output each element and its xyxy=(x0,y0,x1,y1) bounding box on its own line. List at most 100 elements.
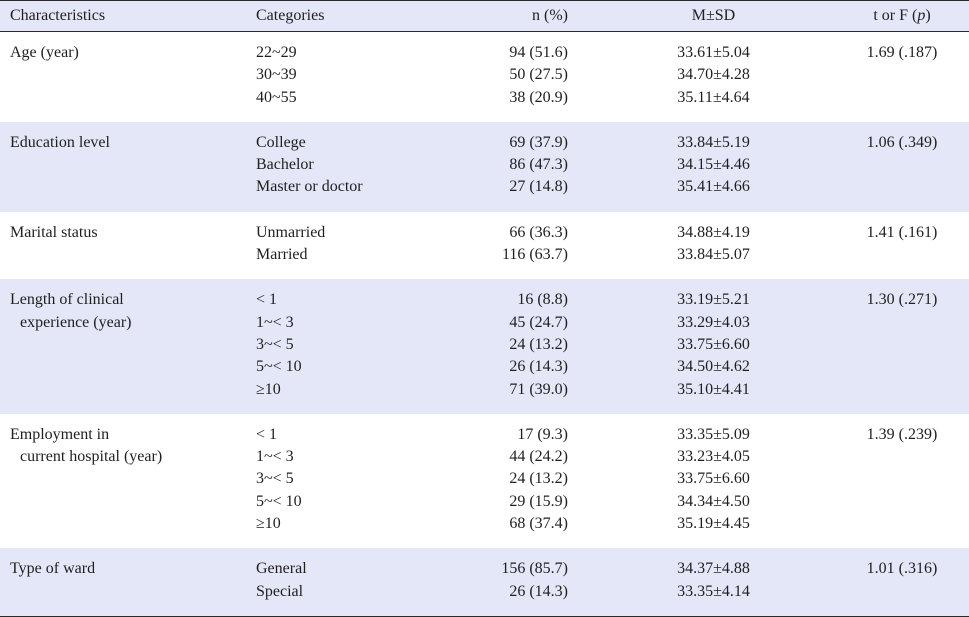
header-categories: Categories xyxy=(256,0,452,32)
characteristic-cell: Education level xyxy=(0,121,256,212)
mean-sd-cell: 33.35±5.09 33.23±4.05 33.75±6.60 34.34±4.50… xyxy=(592,414,835,548)
test-statistic-cell: 1.69 (.187) xyxy=(835,32,969,122)
category-value: 1~< 3 xyxy=(256,448,294,466)
characteristic-label: Marital status xyxy=(10,223,98,241)
n-percent-value: 24 (13.2) xyxy=(509,470,568,488)
characteristic-cell: Age (year) xyxy=(0,32,256,122)
test-statistic-value: 1.69 (.187) xyxy=(866,44,938,61)
category-value: Married xyxy=(256,246,308,264)
table-row: Age (year) 22~29 30~39 40~55 94 (51.6) 50 (27… xyxy=(0,32,969,122)
test-statistic-cell: 1.30 (.271) xyxy=(835,279,969,414)
mean-sd-value: 33.35±5.09 xyxy=(677,425,750,443)
characteristic-cell: Employment in current hospital (year) xyxy=(0,414,256,548)
category-value: ≥10 xyxy=(256,380,281,398)
table-row: Marital status Unmarried Married 66 (36.3) 1… xyxy=(0,212,969,280)
n-percent-value: 27 (14.8) xyxy=(509,178,568,196)
test-statistic-value: 1.41 (.161) xyxy=(866,223,938,241)
table-body: Age (year) 22~29 30~39 40~55 94 (51.6) 50 (27… xyxy=(0,32,969,617)
n-percent-value: 71 (39.0) xyxy=(509,380,568,398)
n-percent-value: 26 (14.3) xyxy=(509,582,568,600)
n-percent-value: 156 (85.7) xyxy=(501,560,568,578)
n-percent-value: 116 (63.7) xyxy=(501,246,568,264)
mean-sd-value: 34.34±4.50 xyxy=(677,492,750,510)
category-value: 5~< 10 xyxy=(256,358,302,376)
test-statistic-cell: 1.06 (.349) xyxy=(835,121,969,212)
mean-sd-value: 35.41±4.66 xyxy=(677,178,750,196)
mean-sd-value: 33.75±6.60 xyxy=(677,470,750,488)
table-row: Education level College Bachelor Master or … xyxy=(0,121,969,212)
n-percent-cell: 16 (8.8) 45 (24.7) 24 (13.2) 26 (14.3) 71 (3… xyxy=(452,279,592,414)
n-percent-cell: 69 (37.9) 86 (47.3) 27 (14.8) xyxy=(452,121,592,212)
category-cell: < 1 1~< 3 3~< 5 5~< 10 ≥10 xyxy=(256,414,452,548)
category-cell: General Special xyxy=(256,548,452,617)
n-percent-cell: 156 (85.7) 26 (14.3) xyxy=(452,548,592,617)
mean-sd-value: 35.10±4.41 xyxy=(677,380,750,398)
mean-sd-value: 34.70±4.28 xyxy=(677,66,750,84)
header-n-percent: n (%) xyxy=(452,0,592,32)
table-row: Employment in current hospital (year) < 1 1… xyxy=(0,414,969,548)
n-percent-value: 16 (8.8) xyxy=(517,291,568,309)
mean-sd-cell: 33.61±5.04 34.70±4.28 35.11±4.64 xyxy=(592,32,835,122)
table-header-row: Characteristics Categories n (%) M±SD t … xyxy=(0,0,969,32)
n-percent-value: 66 (36.3) xyxy=(509,223,568,241)
mean-sd-value: 33.23±4.05 xyxy=(677,448,750,466)
characteristic-label: Type of ward xyxy=(10,560,96,578)
category-value: 1~< 3 xyxy=(256,313,294,331)
mean-sd-value: 35.11±4.64 xyxy=(677,88,750,106)
category-cell: College Bachelor Master or doctor xyxy=(256,121,452,212)
characteristic-label-continued: experience (year) xyxy=(20,313,132,331)
n-percent-cell: 66 (36.3) 116 (63.7) xyxy=(452,212,592,280)
n-percent-value: 94 (51.6) xyxy=(509,44,568,61)
test-statistic-cell: 1.01 (.316) xyxy=(835,548,969,617)
table-row: Length of clinical experience (year) < 1 1~… xyxy=(0,279,969,414)
n-percent-value: 29 (15.9) xyxy=(509,492,568,510)
category-value: Unmarried xyxy=(256,223,326,241)
characteristic-label-continued: current hospital (year) xyxy=(20,448,163,466)
characteristic-cell: Marital status xyxy=(0,212,256,280)
n-percent-value: 68 (37.4) xyxy=(509,515,568,533)
n-percent-value: 69 (37.9) xyxy=(509,133,568,151)
category-value: ≥10 xyxy=(256,515,281,533)
category-value: 22~29 xyxy=(256,44,297,61)
category-value: 5~< 10 xyxy=(256,492,302,510)
header-t-or-f-close: ) xyxy=(925,7,931,24)
mean-sd-cell: 34.37±4.88 33.35±4.14 xyxy=(592,548,835,617)
mean-sd-value: 34.88±4.19 xyxy=(677,223,750,241)
mean-sd-value: 34.50±4.62 xyxy=(677,358,750,376)
n-percent-value: 24 (13.2) xyxy=(509,335,568,353)
category-cell: Unmarried Married xyxy=(256,212,452,280)
category-value: 3~< 5 xyxy=(256,470,294,488)
test-statistic-value: 1.01 (.316) xyxy=(866,560,938,578)
characteristic-label: Education level xyxy=(10,133,110,151)
category-value: 40~55 xyxy=(256,88,297,106)
category-cell: < 1 1~< 3 3~< 5 5~< 10 ≥10 xyxy=(256,279,452,414)
mean-sd-cell: 33.19±5.21 33.29±4.03 33.75±6.60 34.50±4.62… xyxy=(592,279,835,414)
category-value: Special xyxy=(256,582,304,600)
n-percent-value: 17 (9.3) xyxy=(517,425,568,443)
test-statistic-value: 1.06 (.349) xyxy=(866,133,938,151)
mean-sd-cell: 33.84±5.19 34.15±4.46 35.41±4.66 xyxy=(592,121,835,212)
category-value: < 1 xyxy=(256,425,278,443)
mean-sd-value: 33.61±5.04 xyxy=(677,44,750,61)
mean-sd-value: 33.75±6.60 xyxy=(677,335,750,353)
n-percent-value: 38 (20.9) xyxy=(509,88,568,106)
characteristic-label: Length of clinical xyxy=(10,291,124,309)
category-value: College xyxy=(256,133,306,151)
characteristic-cell: Type of ward xyxy=(0,548,256,617)
mean-sd-value: 34.15±4.46 xyxy=(677,156,750,174)
n-percent-value: 26 (14.3) xyxy=(509,358,568,376)
category-value: < 1 xyxy=(256,291,278,309)
header-t-or-f: t or F (p) xyxy=(835,0,969,32)
category-value: General xyxy=(256,560,307,578)
mean-sd-value: 33.35±4.14 xyxy=(677,582,750,600)
characteristic-cell: Length of clinical experience (year) xyxy=(0,279,256,414)
category-value: 3~< 5 xyxy=(256,335,294,353)
mean-sd-value: 35.19±4.45 xyxy=(677,515,750,533)
table-row: Type of ward General Special 156 (85.7) 26 (… xyxy=(0,548,969,617)
test-statistic-value: 1.39 (.239) xyxy=(866,425,938,443)
n-percent-value: 44 (24.2) xyxy=(509,448,568,466)
category-cell: 22~29 30~39 40~55 xyxy=(256,32,452,122)
header-mean-sd: M±SD xyxy=(592,0,835,32)
n-percent-value: 50 (27.5) xyxy=(509,66,568,84)
test-statistic-cell: 1.39 (.239) xyxy=(835,414,969,548)
